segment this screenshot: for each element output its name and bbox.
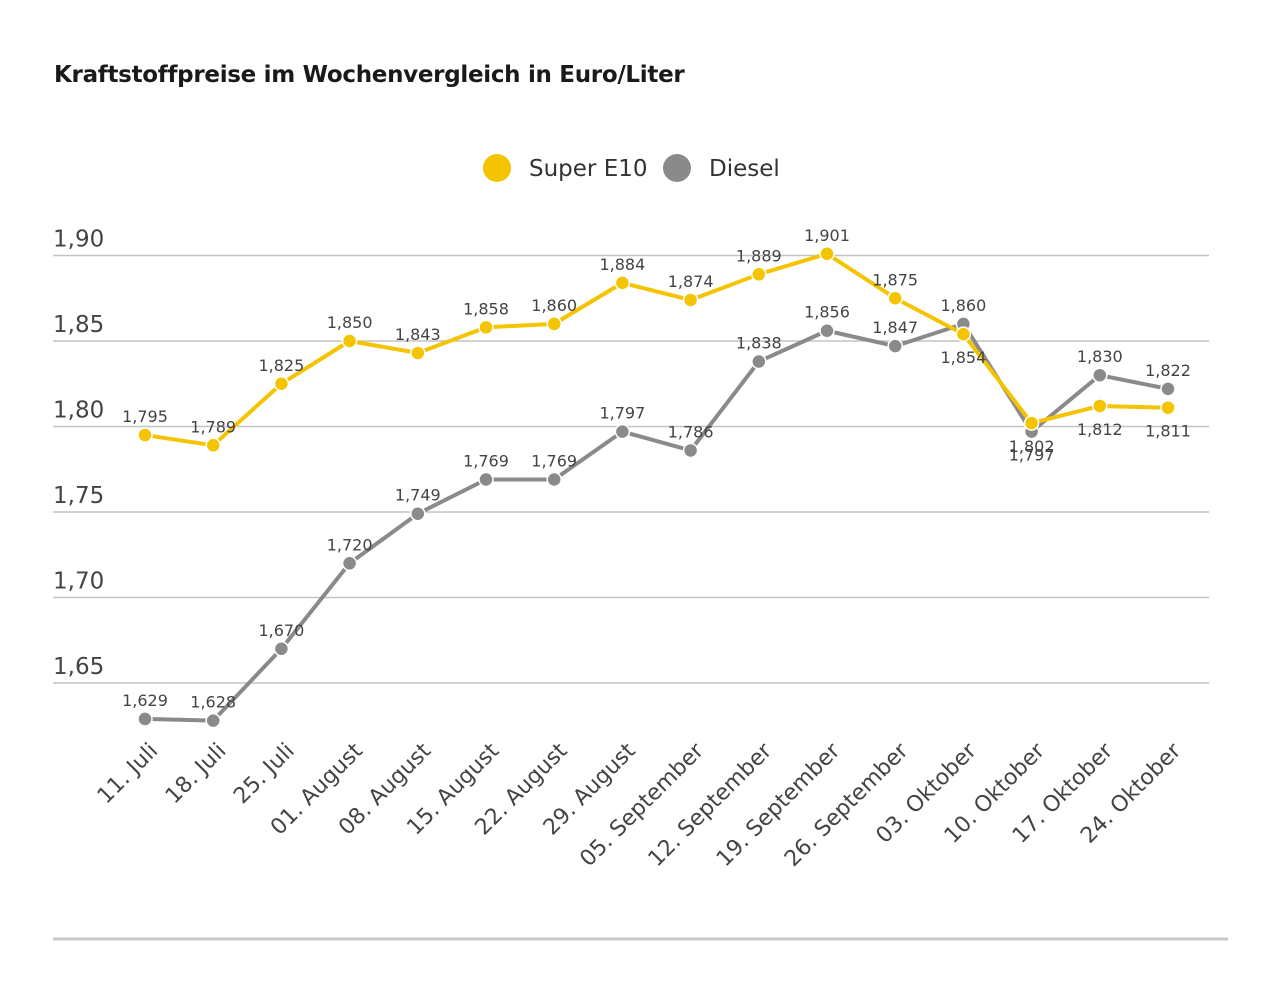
data-point-super-e10: [751, 266, 767, 283]
data-point-super-e10: [819, 246, 835, 262]
data-point-super-e10: [887, 290, 903, 306]
data-label-super-e10: 1,858: [463, 299, 509, 318]
legend-swatch-diesel: [663, 154, 691, 182]
y-tick-label: 1,75: [53, 483, 104, 509]
y-axis-ticks: 1,65 1,70 1,75 1,80 1,85 1,90: [53, 227, 104, 681]
data-labels: 1,795 1,789 1,825 1,850 1,843 1,858 1,860 1,884…: [122, 226, 1191, 712]
data-label-super-e10: 1,884: [599, 255, 645, 274]
data-label-super-e10: 1,874: [668, 272, 714, 291]
data-point-diesel: [751, 353, 767, 370]
y-tick-label: 1,65: [53, 654, 104, 680]
data-label-super-e10: 1,901: [804, 226, 850, 245]
data-label-diesel: 1,769: [531, 452, 577, 471]
legend: Super E10 Diesel: [483, 154, 780, 182]
x-tick-label: 11. Juli: [93, 739, 163, 809]
data-point-diesel: [887, 338, 903, 354]
data-point-super-e10: [410, 345, 426, 361]
series-line-super-e10: [143, 251, 1170, 448]
data-point-diesel: [341, 555, 358, 572]
data-label-super-e10: 1,854: [940, 348, 986, 367]
y-tick-label: 1,85: [53, 312, 104, 338]
data-point-diesel: [546, 471, 562, 488]
data-point-super-e10: [1023, 415, 1040, 431]
legend-label-diesel: Diesel: [709, 156, 780, 182]
series-points: [137, 246, 1176, 729]
data-label-super-e10: 1,795: [122, 407, 168, 426]
data-point-diesel: [478, 471, 494, 488]
data-point-super-e10: [341, 333, 358, 349]
data-point-diesel: [137, 711, 153, 727]
y-tick-label: 1,90: [53, 227, 104, 253]
data-label-diesel: 1,628: [190, 693, 236, 712]
data-label-super-e10: 1,789: [190, 417, 236, 436]
data-label-diesel: 1,670: [258, 621, 304, 640]
data-point-diesel: [682, 442, 699, 459]
data-label-diesel: 1,856: [804, 303, 850, 322]
data-label-diesel: 1,830: [1077, 347, 1123, 366]
x-tick-label: 26. September: [780, 738, 914, 872]
data-point-diesel: [1160, 381, 1176, 397]
data-label-diesel: 1,629: [122, 691, 168, 710]
data-point-super-e10: [955, 326, 972, 342]
legend-label-super-e10: Super E10: [529, 156, 648, 182]
grid-layer: [53, 254, 1209, 684]
data-point-diesel: [410, 505, 426, 522]
series-line-diesel: [143, 321, 1170, 723]
data-label-diesel: 1,838: [736, 334, 782, 353]
data-point-diesel: [273, 641, 290, 657]
data-label-super-e10: 1,875: [872, 270, 918, 289]
data-label-diesel: 1,847: [872, 318, 918, 337]
x-tick-label: 19. September: [712, 738, 846, 872]
data-label-diesel: 1,769: [463, 452, 509, 471]
data-point-super-e10: [682, 292, 699, 308]
y-tick-label: 1,80: [53, 398, 104, 424]
data-label-super-e10: 1,811: [1145, 422, 1191, 441]
data-label-super-e10: 1,843: [395, 325, 441, 344]
data-label-diesel: 1,822: [1145, 361, 1191, 380]
data-label-diesel: 1,797: [1009, 446, 1055, 465]
x-tick-label: 18. Juli: [161, 739, 231, 809]
legend-swatch-super-e10: [483, 154, 511, 182]
data-label-super-e10: 1,889: [736, 246, 782, 265]
chart-title: Kraftstoffpreise im Wochenvergleich in E…: [54, 62, 685, 88]
x-tick-label: 05. September: [575, 738, 709, 872]
data-point-super-e10: [137, 427, 153, 443]
data-point-super-e10: [546, 316, 562, 332]
data-point-super-e10: [273, 376, 290, 392]
data-label-super-e10: 1,825: [258, 356, 304, 375]
data-point-super-e10: [205, 437, 221, 454]
data-label-diesel: 1,797: [599, 404, 645, 423]
data-label-diesel: 1,720: [327, 535, 373, 554]
data-point-diesel: [205, 712, 221, 729]
data-label-diesel: 1,786: [668, 422, 714, 441]
data-point-super-e10: [478, 319, 494, 336]
data-point-diesel: [614, 423, 631, 440]
data-point-diesel: [819, 322, 835, 339]
x-tick-label: 12. September: [644, 738, 778, 872]
data-label-diesel: 1,749: [395, 486, 441, 505]
data-point-super-e10: [1160, 399, 1176, 416]
y-tick-label: 1,70: [53, 569, 104, 595]
data-label-super-e10: 1,860: [531, 296, 577, 315]
data-point-diesel: [1092, 367, 1108, 383]
data-label-super-e10: 1,850: [327, 313, 373, 332]
data-label-super-e10: 1,812: [1077, 420, 1123, 439]
data-label-diesel: 1,860: [940, 296, 986, 315]
data-point-super-e10: [614, 275, 631, 291]
series-lines: [143, 251, 1170, 723]
data-label-super-e10: 1,802: [1009, 437, 1055, 456]
data-point-super-e10: [1092, 398, 1108, 414]
